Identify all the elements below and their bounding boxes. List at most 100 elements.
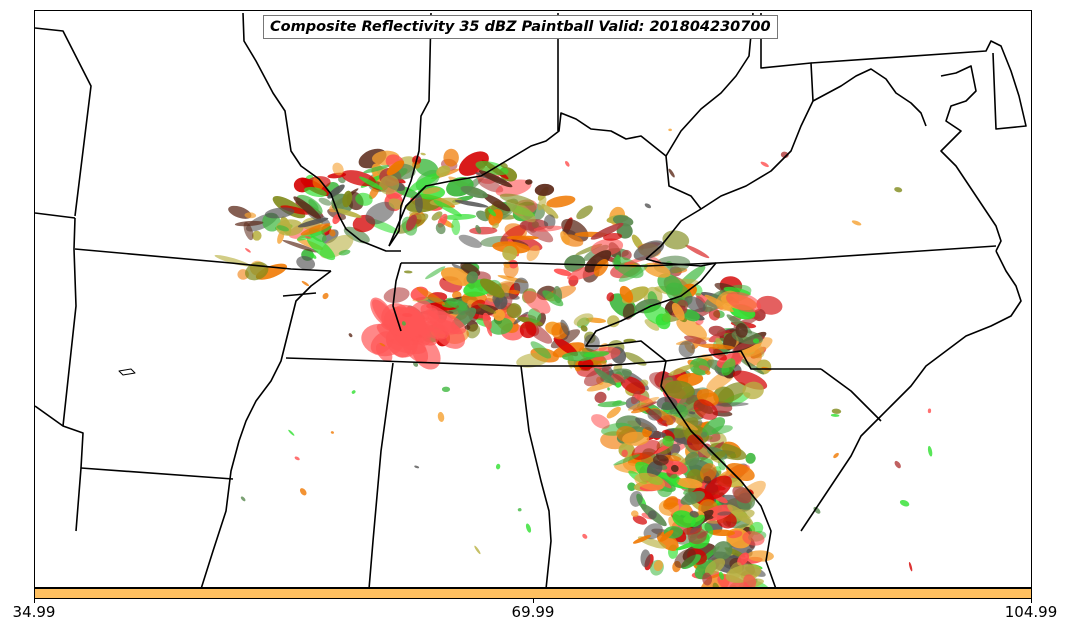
reflectivity-blob — [488, 317, 513, 335]
coast-carolinas — [800, 250, 1022, 532]
reflectivity-blob — [738, 357, 765, 375]
reflectivity-blob — [749, 489, 754, 494]
reflectivity-blob — [591, 238, 624, 257]
reflectivity-blob — [717, 511, 732, 516]
reflectivity-blob — [618, 263, 648, 282]
reflectivity-blob — [661, 420, 667, 424]
reflectivity-blob — [671, 302, 685, 321]
reflectivity-blob — [717, 574, 752, 587]
reflectivity-blob — [664, 380, 695, 399]
reflectivity-blob — [908, 561, 913, 572]
reflectivity-blob — [624, 352, 647, 366]
reflectivity-blob — [437, 411, 445, 422]
map-canvas — [35, 12, 1027, 587]
reflectivity-blob — [704, 294, 734, 313]
reflectivity-blob — [851, 220, 862, 226]
reflectivity-blob — [500, 224, 527, 245]
reflectivity-blob — [583, 334, 600, 352]
reflectivity-blob — [304, 236, 312, 239]
reflectivity-blob — [409, 211, 426, 220]
reflectivity-blob — [240, 496, 246, 502]
reflectivity-blob — [894, 460, 901, 469]
reflectivity-blob — [443, 148, 459, 167]
reflectivity-blob — [743, 574, 757, 587]
reflectivity-blob — [684, 452, 700, 467]
state-border-ks-line — [74, 248, 332, 272]
state-border-west-top — [35, 27, 92, 217]
reflectivity-blob — [488, 208, 497, 217]
reflectivity-blob — [894, 187, 903, 193]
reflectivity-blob — [379, 342, 386, 347]
reflectivity-blob — [643, 304, 671, 326]
reflectivity-blob — [584, 250, 612, 273]
reflectivity-blob — [451, 218, 461, 236]
reflectivity-blob — [372, 299, 399, 331]
reflectivity-blob — [478, 170, 513, 188]
reflectivity-blob — [466, 271, 479, 284]
reflectivity-blob — [627, 396, 660, 411]
reflectivity-blob — [244, 212, 257, 219]
state-border-nc-sc — [820, 368, 882, 422]
reflectivity-blob — [576, 205, 593, 220]
reflectivity-blob — [633, 240, 665, 261]
reflectivity-blob — [355, 192, 373, 206]
reflectivity-blob — [673, 417, 699, 439]
reflectivity-blob — [613, 454, 641, 466]
reflectivity-blob — [214, 254, 251, 267]
reflectivity-blob — [640, 549, 651, 568]
reflectivity-blob — [684, 491, 697, 503]
reflectivity-blob — [702, 572, 713, 586]
reflectivity-blob — [343, 226, 370, 244]
reflectivity-blob — [432, 319, 466, 349]
reflectivity-blob — [416, 287, 445, 305]
reflectivity-blob — [525, 179, 533, 185]
colorbar-tick-mark-left — [34, 599, 35, 603]
reflectivity-blob — [830, 413, 840, 417]
reflectivity-blob — [732, 485, 752, 504]
reflectivity-blob — [687, 527, 707, 545]
reflectivity-blob — [276, 225, 289, 232]
reflectivity-blob — [519, 321, 537, 339]
reflectivity-blob — [708, 325, 726, 337]
reflectivity-blob — [506, 303, 522, 319]
state-border-pa-md — [760, 13, 927, 127]
reflectivity-blob — [477, 303, 497, 314]
reflectivity-blob — [712, 582, 720, 587]
reflectivity-blob — [729, 453, 737, 459]
state-border-ga-sc — [660, 360, 777, 587]
reflectivity-blob — [523, 290, 551, 314]
reflectivity-blob — [594, 391, 607, 404]
reflectivity-blob — [656, 396, 678, 411]
reflectivity-blob — [469, 226, 498, 235]
reflectivity-blob — [425, 266, 446, 280]
state-border-ky-west — [392, 262, 402, 332]
reflectivity-blob — [338, 249, 351, 256]
reflectivity-blob — [688, 411, 696, 415]
reflectivity-blob — [619, 285, 634, 303]
reflectivity-blob — [502, 245, 518, 261]
reflectivity-blob — [644, 319, 660, 331]
reflectivity-blob — [560, 319, 570, 336]
reflectivity-blob — [517, 508, 522, 512]
reflectivity-blob — [708, 308, 721, 321]
reflectivity-blob — [700, 463, 717, 482]
reflectivity-blob — [252, 230, 262, 241]
reflectivity-blob — [454, 200, 489, 208]
reflectivity-blob — [293, 196, 322, 220]
reflectivity-blob — [668, 474, 680, 486]
reflectivity-blob — [634, 472, 666, 491]
reflectivity-blob — [607, 315, 620, 328]
reflectivity-blob — [698, 365, 710, 371]
reflectivity-blob — [517, 316, 543, 326]
reflectivity-blob — [742, 531, 765, 546]
reflectivity-blob — [693, 399, 718, 420]
reflectivity-blob — [752, 338, 760, 344]
reflectivity-blob — [405, 214, 417, 231]
state-border-mo-west — [62, 217, 77, 427]
reflectivity-blob — [927, 408, 932, 414]
reflectivity-blob — [631, 407, 649, 414]
reflectivity-blob — [659, 530, 674, 542]
reflectivity-blob — [607, 387, 610, 391]
reflectivity-blob — [686, 434, 704, 451]
reflectivity-blob — [546, 195, 576, 208]
